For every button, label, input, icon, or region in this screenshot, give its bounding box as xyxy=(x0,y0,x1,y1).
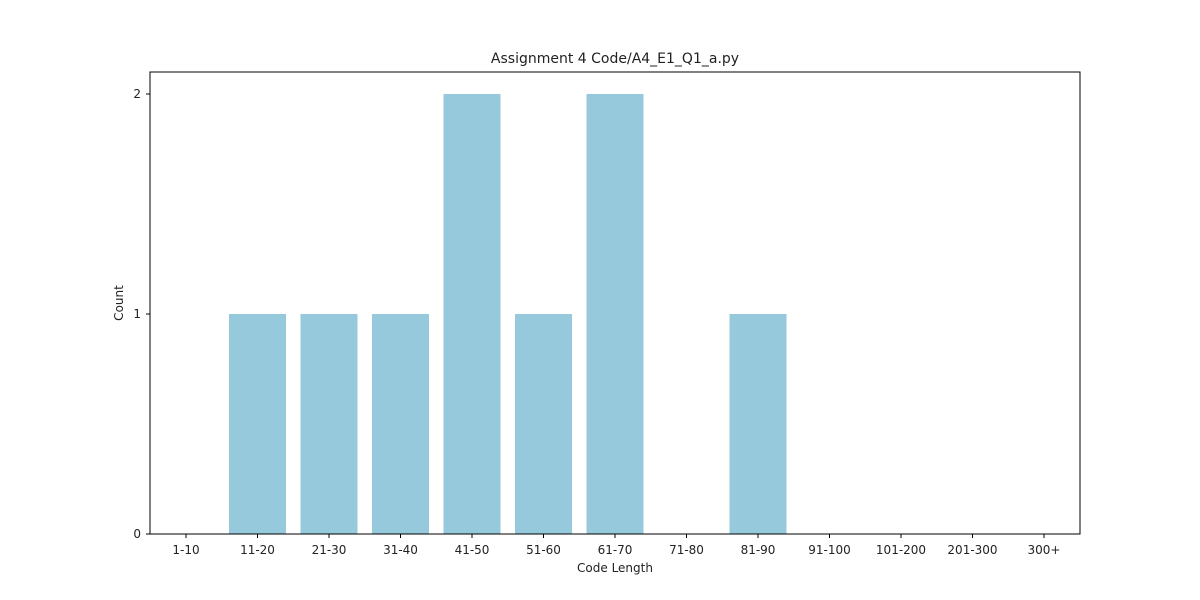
x-tick-label: 300+ xyxy=(1028,543,1061,557)
y-tick-label: 2 xyxy=(133,87,141,101)
x-tick-label: 201-300 xyxy=(947,543,997,557)
x-tick-label: 1-10 xyxy=(172,543,199,557)
y-axis: 0 1 2 xyxy=(133,87,150,541)
x-axis: 1-10 11-20 21-30 31-40 41-50 51-60 61-70 71-80 8… xyxy=(172,534,1060,557)
x-tick-label: 31-40 xyxy=(383,543,418,557)
bar-81-90 xyxy=(729,314,787,534)
x-tick-label: 11-20 xyxy=(240,543,275,557)
chart-title: Assignment 4 Code/A4_E1_Q1_a.py xyxy=(491,51,739,67)
bar-31-40 xyxy=(372,314,429,534)
x-tick-label: 21-30 xyxy=(312,543,347,557)
x-tick-label: 71-80 xyxy=(669,543,704,557)
bar-11-20 xyxy=(229,314,286,534)
x-tick-label: 101-200 xyxy=(876,543,926,557)
bar-21-30 xyxy=(300,314,358,534)
x-tick-label: 51-60 xyxy=(526,543,561,557)
y-axis-title: Count xyxy=(112,285,126,321)
y-tick-label: 1 xyxy=(133,307,141,321)
x-axis-title: Code Length xyxy=(577,561,653,575)
bar-61-70 xyxy=(586,94,644,534)
bars-group xyxy=(229,94,787,534)
bar-51-60 xyxy=(515,314,572,534)
x-tick-label: 61-70 xyxy=(598,543,633,557)
x-tick-label: 81-90 xyxy=(741,543,776,557)
y-tick-label: 0 xyxy=(133,527,141,541)
x-tick-label: 41-50 xyxy=(455,543,490,557)
bar-41-50 xyxy=(443,94,501,534)
x-tick-label: 91-100 xyxy=(808,543,851,557)
